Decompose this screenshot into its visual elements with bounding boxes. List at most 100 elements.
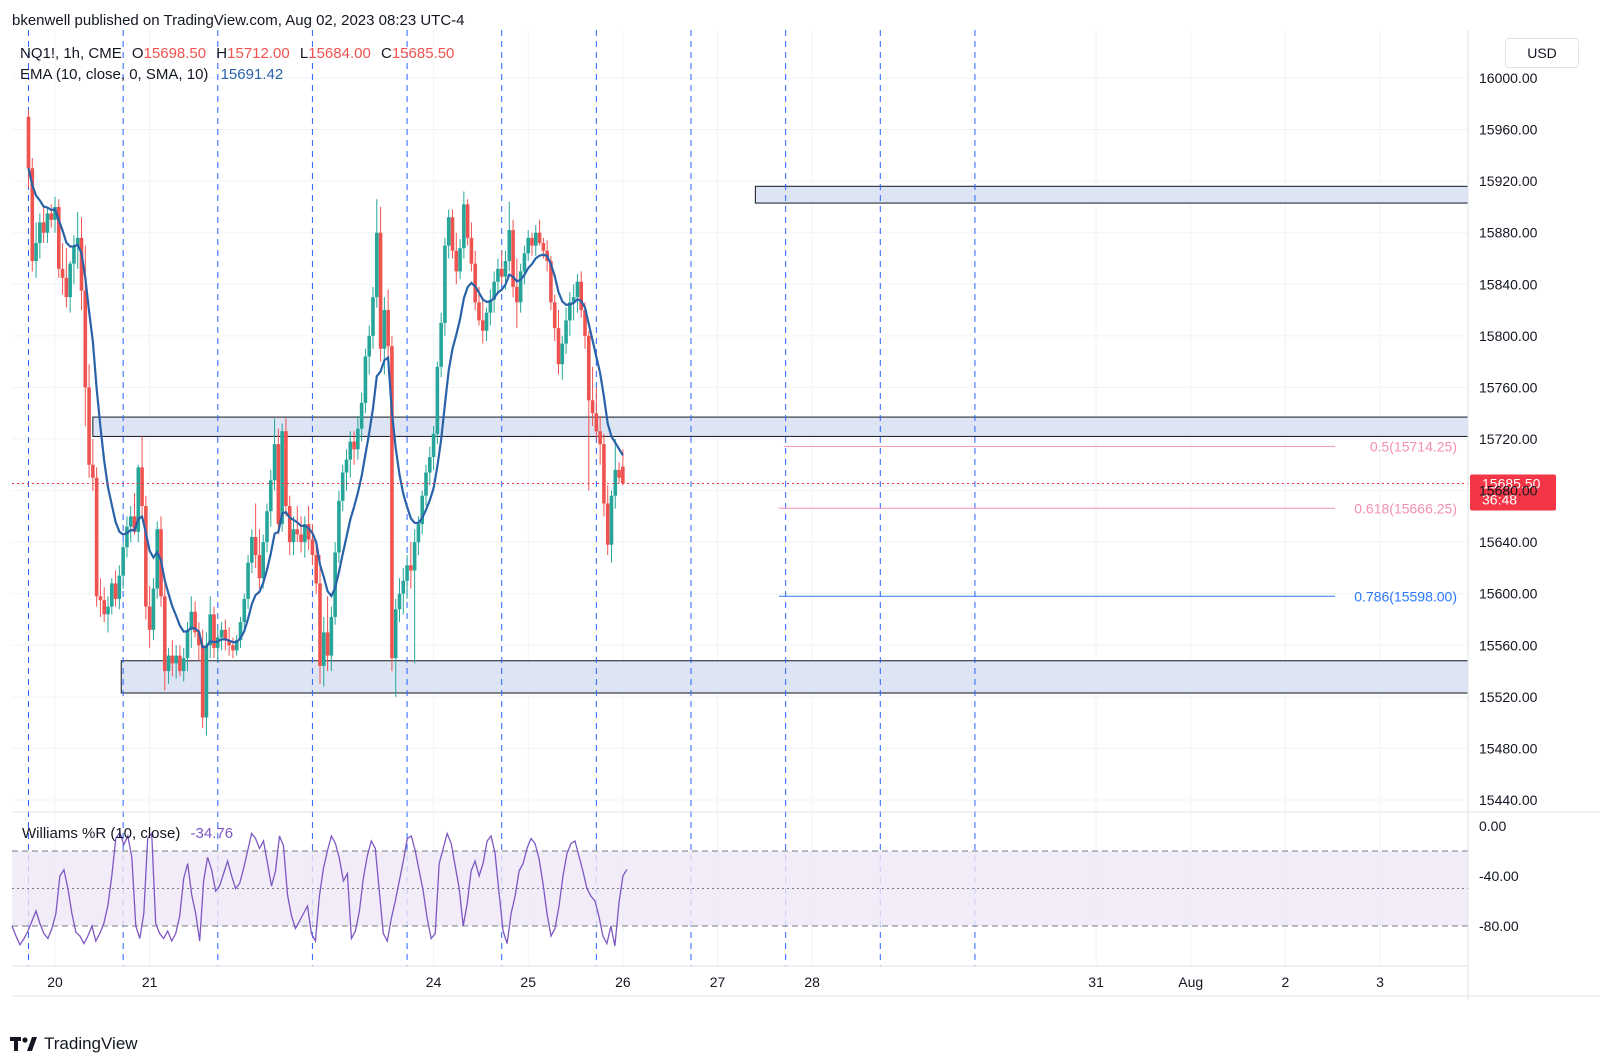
candle-up (121, 547, 125, 576)
candle-up (109, 583, 114, 607)
candle-down (530, 237, 534, 246)
currency-label: USD (1527, 45, 1557, 61)
ema-line-group (27, 168, 624, 649)
wpr-tick-label: 0.00 (1479, 818, 1506, 834)
candle-down (60, 268, 65, 278)
candle-up (420, 495, 425, 525)
candle-down (98, 596, 103, 601)
currency-button[interactable]: USD (1505, 38, 1579, 68)
candle-up (348, 441, 353, 460)
wpr-tick-label: -80.00 (1479, 918, 1519, 934)
candle-down (325, 632, 330, 656)
candle-up (45, 213, 50, 233)
wpr-label: Williams %R (10, close) (22, 825, 181, 842)
symbol-legend[interactable]: NQ1!, 1h, CME O15698.50 H15712.00 L15684… (20, 45, 454, 62)
candle-up (560, 343, 565, 365)
candle-up (329, 616, 334, 656)
candle-down (314, 555, 319, 584)
candle-down (469, 237, 474, 264)
candle-up (268, 480, 273, 512)
candle-down (197, 632, 201, 646)
candle-up (356, 428, 360, 450)
candle-up (488, 299, 493, 313)
last-price-value: 15685.50 (1482, 475, 1541, 491)
candle-down (231, 645, 235, 651)
wpr-line (11, 830, 628, 947)
candle-down (253, 536, 258, 556)
ema-line (27, 168, 624, 649)
candle-down (473, 263, 478, 303)
time-tick-label: 3 (1376, 974, 1384, 990)
candle-down (64, 277, 69, 298)
candle-down (178, 655, 182, 672)
candle-up (219, 629, 224, 638)
candle-up (166, 655, 171, 672)
tradingview-logo[interactable]: TradingView (10, 1034, 138, 1054)
price-tick-label: 15960.00 (1479, 122, 1538, 138)
candle-up (374, 232, 379, 298)
ohlc-close-label: C (380, 45, 392, 62)
candle-down (454, 250, 459, 272)
candle-up (405, 565, 409, 581)
candle-up (412, 542, 417, 571)
ohlc-high-label: H (216, 45, 228, 62)
candle-down (113, 583, 118, 599)
candle-up (280, 431, 284, 525)
candle-up (185, 629, 190, 659)
tradingview-logo-icon (10, 1037, 37, 1051)
candle-up (492, 281, 496, 300)
candle-up (238, 622, 243, 641)
candle-up (208, 614, 213, 646)
candle-up (246, 562, 250, 599)
ema-value: 15691.42 (220, 66, 284, 83)
candle-up (571, 297, 576, 303)
time-tick-label: Aug (1178, 974, 1203, 990)
ohlc-low-value: 15684.00 (308, 45, 371, 62)
candle-up (174, 655, 178, 664)
candle-up (125, 526, 129, 548)
candle-up (359, 402, 364, 429)
candle-up (484, 312, 489, 331)
fib-level-label: 0.5(15714.25) (1370, 438, 1457, 454)
candle-down (499, 268, 504, 277)
price-tick-label: 15840.00 (1479, 276, 1538, 292)
time-tick-label: 31 (1088, 974, 1104, 990)
candle-up (462, 204, 466, 249)
candle-down (386, 310, 390, 347)
ohlc-low-label: L (299, 45, 309, 62)
candle-down (91, 464, 95, 478)
williams-r-pane: 0.00 -40.00 -80.00 (11, 818, 1519, 947)
time-tick-label: 21 (142, 974, 158, 990)
fibonacci-levels: 0.5(15714.25) 0.618(15666.25) 0.786(15598.… (779, 438, 1457, 604)
candle-down (87, 387, 91, 465)
candle-up (53, 206, 57, 220)
candle-down (162, 596, 167, 672)
wpr-legend[interactable]: Williams %R (10, close) -34.76 (22, 825, 233, 842)
candle-up (371, 297, 375, 336)
candle-down (30, 168, 35, 262)
candle-up (503, 261, 508, 277)
candle-down (480, 320, 485, 331)
candle-down (287, 506, 292, 543)
candle-up (424, 472, 428, 496)
candle-down (586, 335, 591, 401)
price-tick-label: 15800.00 (1479, 328, 1538, 344)
price-tick-label: 15880.00 (1479, 225, 1538, 241)
ema-legend[interactable]: EMA (10, close, 0, SMA, 10) 15691.42 (20, 66, 283, 83)
fib-level-label: 0.786(15598.00) (1354, 588, 1457, 604)
resistance-zone (754, 185, 1469, 204)
candle-up (416, 524, 421, 543)
candle-down (193, 611, 197, 633)
candle-down (147, 606, 152, 630)
candle-up (181, 658, 186, 672)
candle-up (155, 529, 160, 589)
time-tick-label: 2 (1281, 974, 1289, 990)
candle-down (212, 614, 216, 648)
candle-down (549, 261, 553, 303)
wpr-tick-label: -40.00 (1479, 868, 1519, 884)
candle-down (579, 281, 584, 311)
candle-up (533, 232, 538, 246)
axes: 16000.00 15960.00 15920.00 15880.00 15840.00… (12, 30, 1600, 1000)
